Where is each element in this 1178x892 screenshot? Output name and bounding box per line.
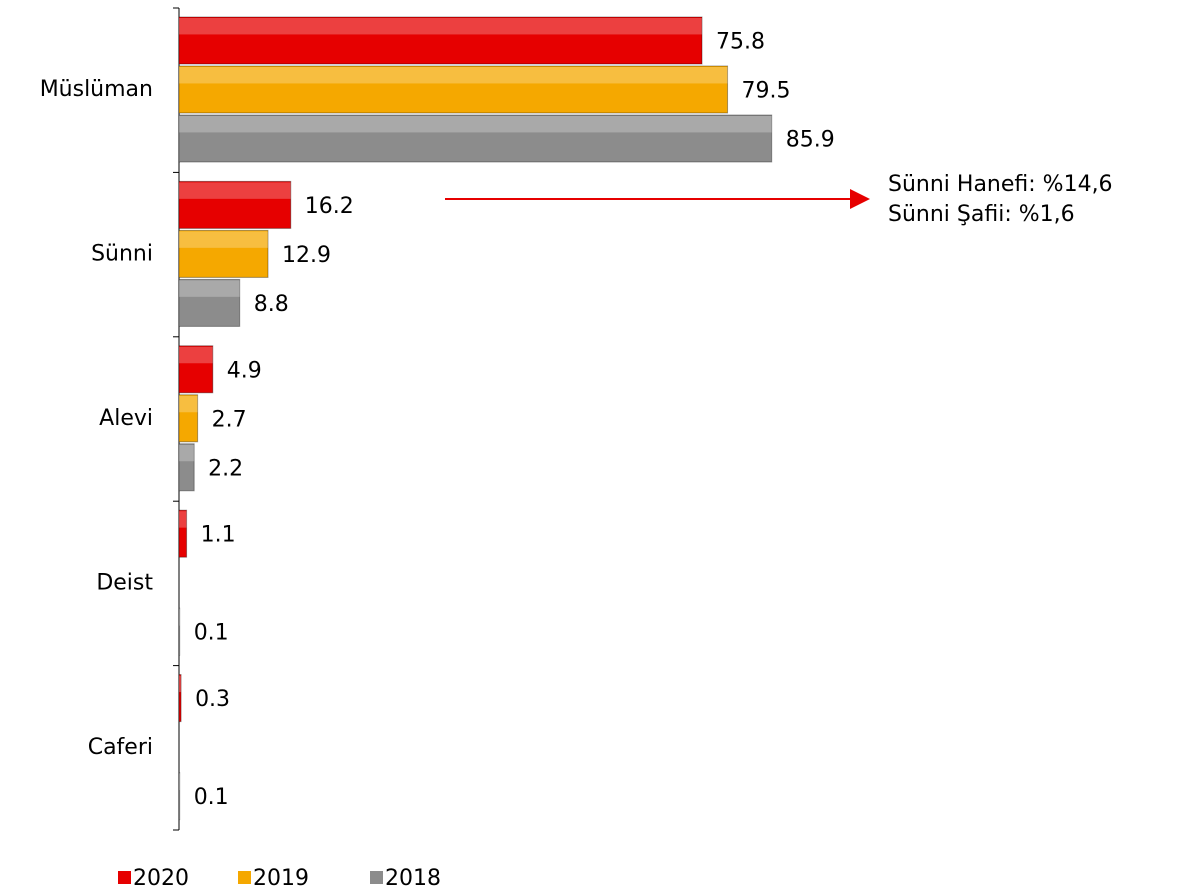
category-label: Müslüman	[40, 77, 153, 102]
data-label: 0.1	[194, 785, 229, 810]
bar-highlight	[179, 280, 240, 297]
legend-label: 2019	[253, 866, 309, 891]
category-label: Deist	[96, 570, 153, 595]
bar	[178, 345, 214, 394]
data-label: 12.9	[282, 243, 331, 268]
bar	[178, 674, 182, 723]
bar	[178, 65, 729, 114]
legend-label: 2020	[133, 866, 189, 891]
legend-swatch	[370, 871, 383, 884]
bar	[178, 772, 181, 821]
category-label: Sünni	[91, 242, 153, 267]
bar-highlight	[179, 444, 195, 462]
data-label: 2.7	[212, 407, 247, 432]
bar-highlight	[179, 395, 198, 413]
bar-highlight	[179, 773, 180, 791]
legend-swatch	[238, 871, 251, 884]
data-label: 8.8	[254, 292, 289, 317]
data-label: 1.1	[201, 523, 236, 548]
data-label: 4.9	[227, 358, 262, 383]
data-label: 85.9	[786, 128, 835, 153]
legend-label: 2018	[385, 866, 441, 891]
data-label: 0.3	[195, 687, 230, 712]
bar-highlight	[179, 231, 269, 248]
data-label: 16.2	[305, 194, 354, 219]
bar-highlight	[179, 18, 703, 35]
bar-highlight	[179, 511, 187, 528]
bar	[178, 607, 181, 656]
data-label: 2.2	[208, 456, 243, 481]
bar-highlight	[179, 182, 291, 199]
bar	[178, 394, 199, 443]
bar-highlight	[179, 116, 772, 133]
data-label: 75.8	[716, 30, 765, 55]
bar	[178, 229, 269, 278]
bar-highlight	[179, 346, 213, 364]
data-label: 0.1	[194, 621, 229, 646]
category-label: Caferi	[88, 735, 153, 760]
bar-highlight	[179, 67, 728, 84]
bar-highlight	[179, 609, 180, 626]
legend-swatch	[118, 871, 131, 884]
annotation: Sünni Şafii: %1,6	[888, 202, 1075, 227]
bar	[178, 443, 195, 492]
bar	[178, 16, 703, 65]
data-label: 79.5	[742, 79, 791, 104]
bar	[178, 180, 292, 229]
category-label: Alevi	[99, 406, 153, 431]
bar	[178, 278, 241, 327]
bar-highlight	[179, 675, 182, 693]
annotation: Sünni Hanefi: %14,6	[888, 172, 1113, 197]
bar	[178, 114, 773, 163]
bar	[178, 509, 188, 558]
